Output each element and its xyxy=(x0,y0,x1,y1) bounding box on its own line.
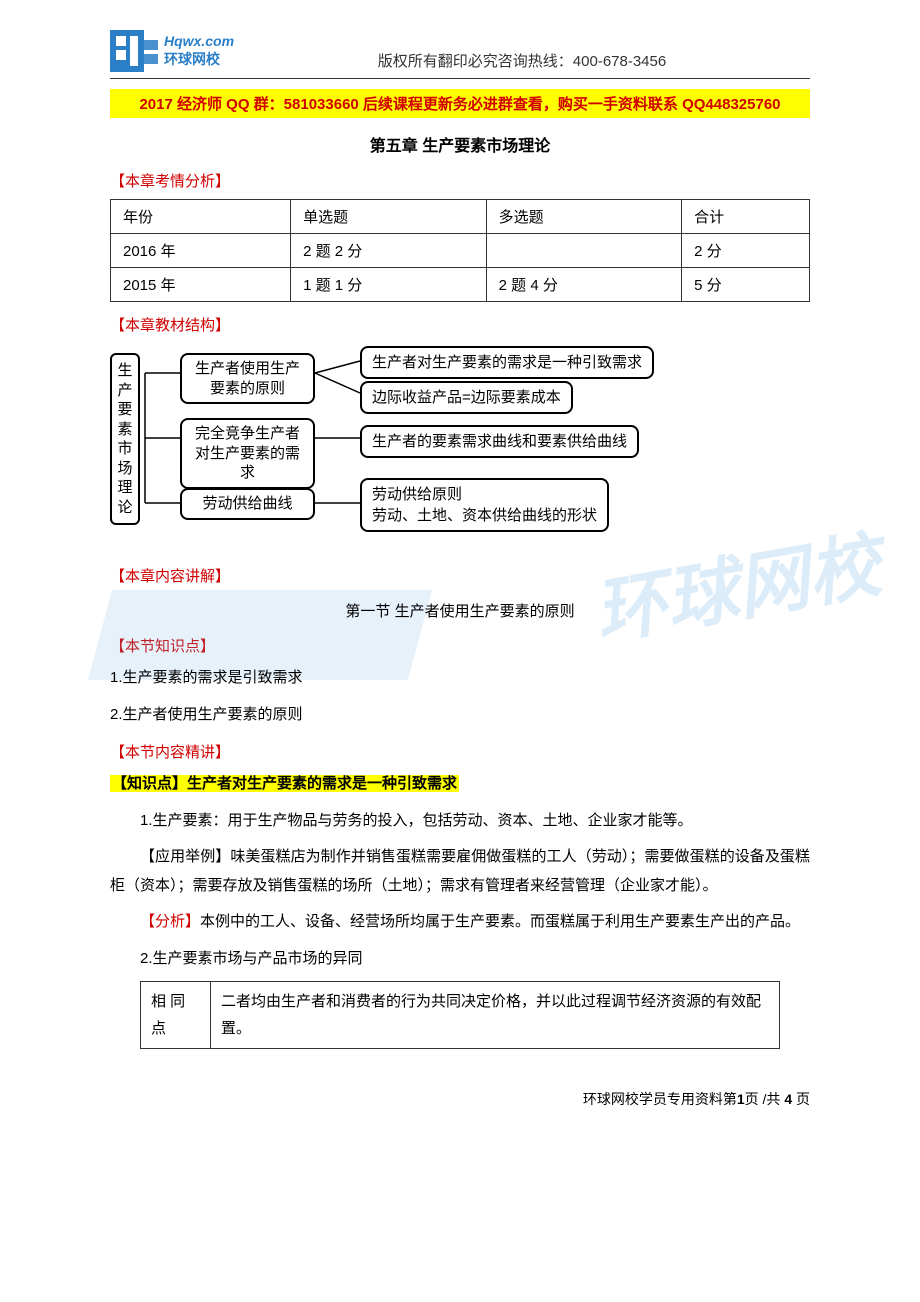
structure-diagram: 生产要素市场理论 生产者使用生产要素的原则 完全竞争生产者对生产要素的需求 劳动… xyxy=(110,343,810,553)
kp-item: 1.生产要素的需求是引致需求 xyxy=(110,664,810,693)
diagram-leaf: 劳动供给原则 劳动、土地、资本供给曲线的形状 xyxy=(360,478,609,532)
knowledge-highlight: 【知识点】生产者对生产要素的需求是一种引致需求 xyxy=(110,770,810,799)
heading-structure: 【本章教材结构】 xyxy=(110,314,810,335)
paragraph: 【应用举例】味美蛋糕店为制作并销售蛋糕需要雇佣做蛋糕的工人（劳动）；需要做蛋糕的… xyxy=(110,843,810,900)
diagram-leaf: 生产者对生产要素的需求是一种引致需求 xyxy=(360,346,654,379)
page-footer: 环球网校学员专用资料第1页 /共 4 页 xyxy=(110,1089,810,1109)
paragraph: 2.生产要素市场与产品市场的异同 xyxy=(110,945,810,974)
diagram-mid: 生产者使用生产要素的原则 xyxy=(180,353,315,404)
td-content: 二者均由生产者和消费者的行为共同决定价格，并以此过程调节经济资源的有效配置。 xyxy=(211,982,780,1049)
exam-table: 年份 单选题 多选题 合计 2016 年 2 题 2 分 2 分 2015 年 … xyxy=(110,199,810,302)
diagram-leaf: 生产者的要素需求曲线和要素供给曲线 xyxy=(360,425,639,458)
diagram-leaf: 边际收益产品=边际要素成本 xyxy=(360,381,573,414)
heading-content: 【本章内容讲解】 xyxy=(110,565,810,586)
promo-banner: 2017 经济师 QQ 群：581033660 后续课程更新务必进群查看，购买一… xyxy=(110,89,810,118)
logo-url: Hqwx.com xyxy=(164,33,234,49)
page-header: Hqwx.com 环球网校 版权所有翻印必究咨询热线：400-678-3456 xyxy=(110,30,810,79)
paragraph: 【分析】本例中的工人、设备、经营场所均属于生产要素。而蛋糕属于利用生产要素生产出… xyxy=(110,908,810,937)
table-row: 年份 单选题 多选题 合计 xyxy=(111,200,810,234)
diagram-mid: 劳动供给曲线 xyxy=(180,488,315,520)
copyright-line: 版权所有翻印必究咨询热线：400-678-3456 xyxy=(234,30,810,71)
section1-title: 第一节 生产者使用生产要素的原则 xyxy=(110,600,810,621)
th: 多选题 xyxy=(486,200,682,234)
table-row: 2015 年 1 题 1 分 2 题 4 分 5 分 xyxy=(111,268,810,302)
chapter-title: 第五章 生产要素市场理论 xyxy=(110,132,810,156)
logo-cn: 环球网校 xyxy=(164,49,234,69)
th: 合计 xyxy=(682,200,810,234)
heading-detail: 【本节内容精讲】 xyxy=(110,741,810,762)
logo: Hqwx.com 环球网校 xyxy=(110,30,234,72)
heading-exam-analysis: 【本章考情分析】 xyxy=(110,170,810,191)
logo-icon xyxy=(110,30,158,72)
kp-item: 2.生产者使用生产要素的原则 xyxy=(110,701,810,730)
diagram-mid: 完全竞争生产者对生产要素的需求 xyxy=(180,418,315,489)
diagram-root: 生产要素市场理论 xyxy=(110,353,140,525)
table-row: 相 同点 二者均由生产者和消费者的行为共同决定价格，并以此过程调节经济资源的有效… xyxy=(141,982,780,1049)
table-row: 2016 年 2 题 2 分 2 分 xyxy=(111,234,810,268)
th: 年份 xyxy=(111,200,291,234)
paragraph: 1.生产要素：用于生产物品与劳务的投入，包括劳动、资本、土地、企业家才能等。 xyxy=(110,807,810,836)
comparison-table: 相 同点 二者均由生产者和消费者的行为共同决定价格，并以此过程调节经济资源的有效… xyxy=(140,981,780,1049)
th: 单选题 xyxy=(291,200,487,234)
td-label: 相 同点 xyxy=(141,982,211,1049)
